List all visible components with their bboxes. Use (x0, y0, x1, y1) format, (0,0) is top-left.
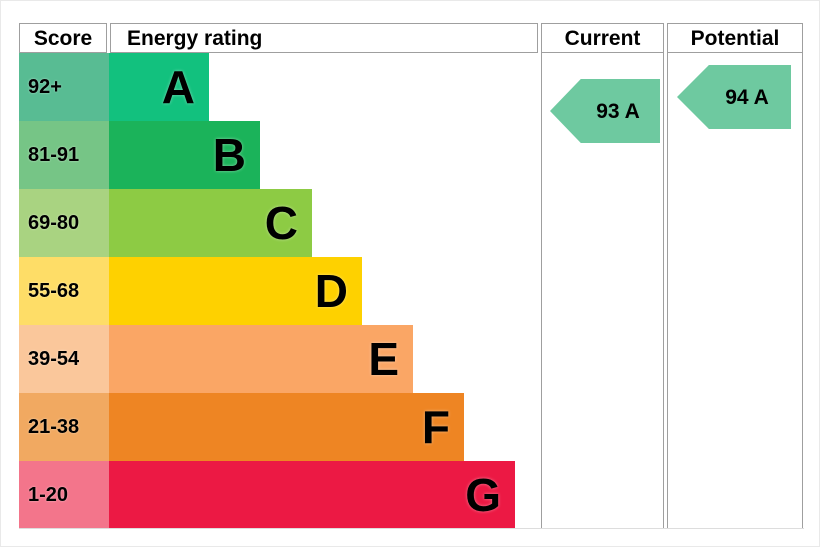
current-rating-arrow: 93 A (550, 79, 660, 143)
band-row-d: 55-68 D (19, 257, 515, 325)
potential-column: 94 A (667, 53, 803, 529)
score-cell: 69-80 (19, 189, 109, 257)
rating-bar: C (109, 189, 312, 257)
current-rating-label: 93 A (596, 99, 640, 123)
band-letter: F (421, 401, 450, 453)
band-letter: G (465, 469, 501, 521)
band-row-g: 1-20 G (19, 461, 515, 529)
potential-column-header: Potential (667, 23, 803, 53)
score-cell: 1-20 (19, 461, 109, 529)
rating-bar: A (109, 53, 209, 121)
band-row-c: 69-80 C (19, 189, 515, 257)
rating-bar: G (109, 461, 515, 529)
band-row-f: 21-38 F (19, 393, 515, 461)
rating-bar: B (109, 121, 260, 189)
rating-bar: E (109, 325, 413, 393)
band-row-a: 92+ A (19, 53, 515, 121)
band-letter: B (212, 129, 246, 181)
score-cell: 21-38 (19, 393, 109, 461)
potential-rating-label: 94 A (725, 85, 769, 109)
current-column-header: Current (541, 23, 664, 53)
current-column: 93 A (541, 53, 664, 529)
band-letter: C (264, 197, 298, 249)
score-cell: 55-68 (19, 257, 109, 325)
score-column-header: Score (19, 23, 107, 53)
rating-bar: D (109, 257, 362, 325)
score-cell: 39-54 (19, 325, 109, 393)
band-letter: D (314, 265, 348, 317)
band-letter: E (368, 333, 399, 385)
band-letter: A (161, 61, 195, 113)
band-row-b: 81-91 B (19, 121, 515, 189)
table-bottom-border (19, 528, 804, 529)
rating-bands: 92+ A 81-91 B 69-80 C 55-68 D 39-54 (19, 53, 515, 529)
rating-bar: F (109, 393, 464, 461)
energy-rating-column-header: Energy rating (110, 23, 538, 53)
potential-rating-arrow: 94 A (677, 65, 791, 129)
score-cell: 81-91 (19, 121, 109, 189)
score-cell: 92+ (19, 53, 109, 121)
band-row-e: 39-54 E (19, 325, 515, 393)
